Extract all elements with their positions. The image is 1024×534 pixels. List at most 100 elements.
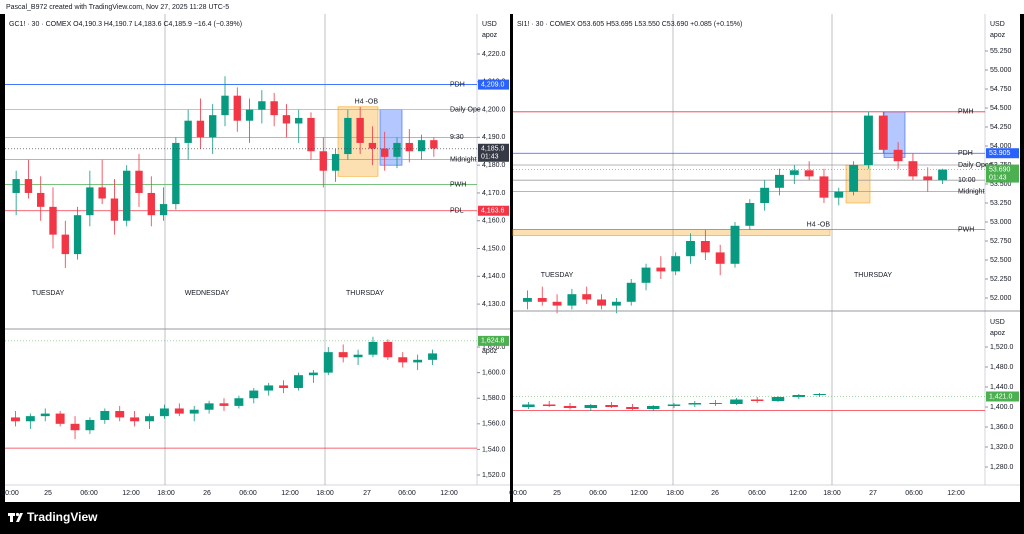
symbol-info: SI1! · 30 · COMEX O53.605 H53.695 L53.55… <box>517 21 742 28</box>
y-tick-label: 53.000 <box>990 219 1012 226</box>
time-label: 25 <box>553 490 561 497</box>
candle-body <box>264 385 274 391</box>
candle-body <box>542 404 556 406</box>
time-label: 18:00 <box>316 490 334 497</box>
candle-body <box>597 299 606 306</box>
scale-mode: apoz <box>990 32 1006 39</box>
candle-body <box>834 191 844 198</box>
time-label: 06:00 <box>398 490 416 497</box>
candle-body <box>221 95 229 116</box>
y-tick-label: 53.250 <box>990 200 1012 207</box>
candle-body <box>611 301 621 306</box>
last-price-badge <box>478 143 509 162</box>
candle-body <box>417 140 426 152</box>
y-tick-label: 4,160.0 <box>482 218 505 225</box>
level-label: Midnight <box>450 156 477 163</box>
candle-body <box>700 240 710 253</box>
y-tick-label: 1,280.0 <box>990 464 1013 471</box>
y-tick-label: 52.750 <box>990 238 1012 245</box>
candle-body <box>428 353 438 360</box>
candle-body <box>923 176 933 181</box>
candle-body <box>730 225 740 264</box>
day-label: TUESDAY <box>32 290 65 297</box>
level-label: 10:00 <box>958 177 976 184</box>
candle-body <box>123 170 131 221</box>
price-badge-label: 4,163.6 <box>481 208 504 215</box>
candle-body <box>338 352 348 358</box>
candle-body <box>172 142 180 205</box>
y-tick-label: 55.000 <box>990 67 1012 74</box>
time-label: 00:00 <box>1 490 19 497</box>
candle-body <box>405 142 413 152</box>
zone-label: H4 -OB <box>355 99 379 106</box>
candle-body <box>86 187 94 216</box>
candle-body <box>159 408 169 417</box>
bar-countdown: 01:43 <box>989 174 1007 181</box>
header-bar <box>0 0 1024 14</box>
y-tick-label: 1,440.0 <box>990 384 1013 391</box>
candle-body <box>10 417 20 422</box>
y-tick-label: 52.500 <box>990 257 1012 264</box>
level-label: Midnight <box>958 188 985 195</box>
candle-body <box>219 403 229 406</box>
candle-body <box>270 101 278 116</box>
y-tick-label: 1,360.0 <box>990 424 1013 431</box>
y-tick-label: 4,150.0 <box>482 245 505 252</box>
candle-body <box>893 149 903 162</box>
time-label: 12:00 <box>947 490 965 497</box>
candle-body <box>789 170 799 175</box>
candle-body <box>234 398 244 406</box>
time-label: 06:00 <box>905 490 923 497</box>
candle-body <box>383 341 393 358</box>
y-tick-label: 4,170.0 <box>482 190 505 197</box>
day-label: TUESDAY <box>541 272 574 279</box>
time-label: 06:00 <box>80 490 98 497</box>
currency: USD <box>990 21 1005 28</box>
candle-body <box>49 206 57 235</box>
candle-body <box>709 403 722 404</box>
brand: TradingView <box>27 510 98 524</box>
y-tick-label: 1,520.0 <box>990 344 1013 351</box>
candle-body <box>130 417 140 422</box>
y-tick-label: 1,540.0 <box>482 446 505 453</box>
candle-body <box>331 154 340 171</box>
day-label: WEDNESDAY <box>185 290 230 297</box>
y-tick-label: 4,200.0 <box>482 106 505 113</box>
candle-body <box>209 115 217 138</box>
candle-body <box>646 406 660 409</box>
candle-body <box>730 399 743 404</box>
candle-body <box>792 395 806 397</box>
candle-body <box>308 372 318 376</box>
y-tick-label: 4,140.0 <box>482 273 505 280</box>
candle-body <box>294 375 303 388</box>
candle-body <box>37 192 45 207</box>
time-label: 18:00 <box>666 490 684 497</box>
candle-body <box>184 120 192 143</box>
candle-body <box>73 215 82 255</box>
y-tick-label: 53.500 <box>990 181 1012 188</box>
y-tick-label: 1,480.0 <box>990 364 1013 371</box>
level-label: PMH <box>958 109 974 116</box>
time-label: 18:00 <box>157 490 175 497</box>
candle-body <box>258 101 266 110</box>
last-price-badge <box>986 391 1019 402</box>
candle-body <box>174 408 184 414</box>
y-tick-label: 54.250 <box>990 124 1012 131</box>
candle-body <box>323 352 333 373</box>
candle-body <box>398 357 408 363</box>
candle-body <box>775 174 784 188</box>
candle-body <box>24 179 33 193</box>
level-label: PDH <box>450 81 465 88</box>
candle-body <box>61 234 69 255</box>
candle-body <box>537 297 547 302</box>
candle-body <box>626 407 639 409</box>
candle-body <box>282 115 291 124</box>
candle-body <box>381 148 389 157</box>
currency: USD <box>990 319 1005 326</box>
candle-body <box>908 161 918 177</box>
candle-body <box>245 109 254 121</box>
candle-body <box>522 404 535 407</box>
candle-body <box>145 416 154 422</box>
day-label: THURSDAY <box>346 290 384 297</box>
y-tick-label: 1,600.0 <box>482 369 505 376</box>
